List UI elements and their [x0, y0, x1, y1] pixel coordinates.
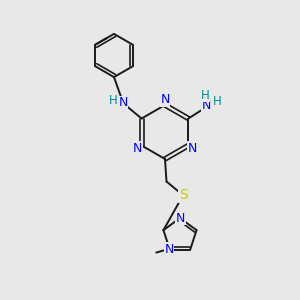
Text: H: H: [212, 95, 221, 108]
Text: H: H: [108, 94, 117, 107]
Text: N: N: [118, 96, 128, 110]
Text: S: S: [178, 188, 188, 202]
Text: N: N: [164, 243, 174, 256]
Text: N: N: [176, 212, 185, 225]
Text: N: N: [160, 93, 170, 106]
Text: H: H: [200, 89, 209, 102]
Text: N: N: [188, 142, 197, 154]
Text: N: N: [133, 142, 142, 154]
Text: N: N: [202, 99, 211, 112]
